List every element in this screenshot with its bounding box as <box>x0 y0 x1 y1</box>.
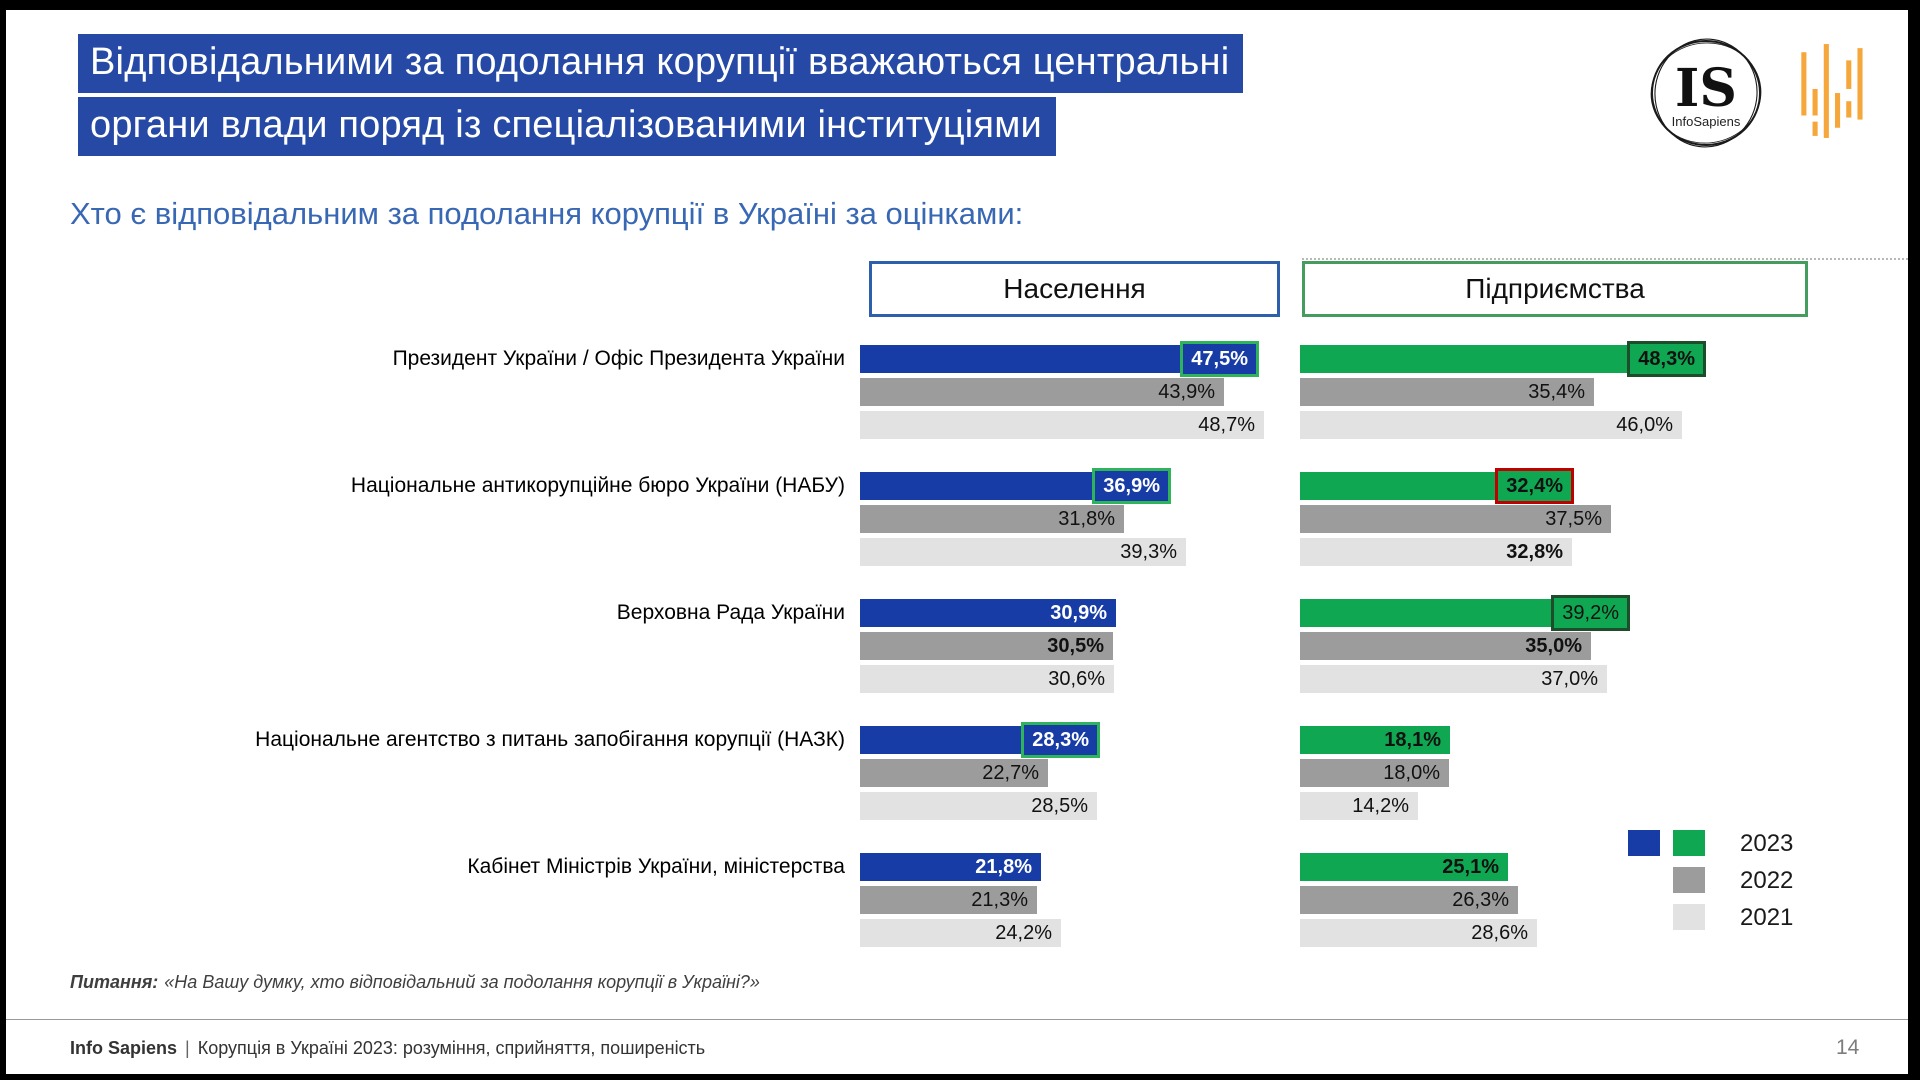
title-line-2: органи влади поряд із спеціалізованими і… <box>78 96 1056 156</box>
bar-value-label: 39,2% <box>1551 595 1630 631</box>
bar-value-label: 18,0% <box>1383 761 1440 784</box>
category-label: Верховна Рада України <box>616 601 845 624</box>
bar-naselennia-2021: 28,5% <box>860 792 1097 820</box>
bar-value-label: 26,3% <box>1452 888 1509 911</box>
bar-value-label: 35,0% <box>1525 634 1582 657</box>
bar-value-label: 30,9% <box>1050 601 1107 624</box>
bar-naselennia-2021: 24,2% <box>860 919 1061 947</box>
bar-value-label: 28,3% <box>1021 722 1100 758</box>
bar-pidpryiemstva-2023: 39,2% <box>1300 595 1630 631</box>
bar-pidpryiemstva-2021: 28,6% <box>1300 919 1537 947</box>
bar-naselennia-2023: 47,5% <box>860 341 1259 377</box>
footnote-label: Питання: <box>70 972 159 992</box>
bar-pidpryiemstva-2022: 35,0% <box>1300 632 1591 660</box>
wave-bars-icon <box>1800 42 1870 140</box>
frame-bottom <box>0 1074 1920 1080</box>
legend-swatch-2022 <box>1673 867 1705 893</box>
bar-value-label: 32,4% <box>1495 468 1574 504</box>
bar-naselennia-2021: 30,6% <box>860 665 1114 693</box>
bar-naselennia-2022: 43,9% <box>860 378 1224 406</box>
footer-divider <box>6 1019 1908 1020</box>
bar-value-label: 31,8% <box>1058 507 1115 530</box>
legend-swatch-2023 <box>1673 830 1705 856</box>
bar-naselennia-2023: 36,9% <box>860 468 1171 504</box>
bar-value-label: 43,9% <box>1158 380 1215 403</box>
bar-value-label: 47,5% <box>1180 341 1259 377</box>
bar-value-label: 30,6% <box>1048 667 1105 690</box>
bar-value-label: 37,0% <box>1541 667 1598 690</box>
bar-value-label: 21,3% <box>971 888 1028 911</box>
bar-value-label: 48,7% <box>1198 413 1255 436</box>
legend-swatch-2021 <box>1673 904 1705 930</box>
bar-value-label: 14,2% <box>1352 794 1409 817</box>
bar-pidpryiemstva-2022: 26,3% <box>1300 886 1518 914</box>
bar-value-label: 48,3% <box>1627 341 1706 377</box>
dotted-guide-line <box>1302 258 1908 260</box>
bar-naselennia-2022: 22,7% <box>860 759 1048 787</box>
bar-naselennia-2022: 21,3% <box>860 886 1037 914</box>
frame-top <box>0 0 1920 10</box>
bar-value-label: 35,4% <box>1528 380 1585 403</box>
bar-pidpryiemstva-2021: 14,2% <box>1300 792 1418 820</box>
bar-pidpryiemstva-2023: 18,1% <box>1300 726 1450 754</box>
bar-naselennia-2022: 31,8% <box>860 505 1124 533</box>
bar-pidpryiemstva-2022: 18,0% <box>1300 759 1449 787</box>
bar-value-label: 28,5% <box>1031 794 1088 817</box>
infosapiens-logo-icon: IS InfoSapiens <box>1648 34 1764 152</box>
bar-value-label: 37,5% <box>1545 507 1602 530</box>
slide-title: Відповідальними за подолання корупції вв… <box>78 34 1244 160</box>
bar-pidpryiemstva-2022: 37,5% <box>1300 505 1611 533</box>
bar-value-label: 46,0% <box>1616 413 1673 436</box>
footnote-text: «На Вашу думку, хто відповідальний за по… <box>164 972 760 992</box>
bar-pidpryiemstva-2021: 32,8% <box>1300 538 1572 566</box>
category-label: Кабінет Міністрів України, міністерства <box>467 855 845 878</box>
logo-monogram: IS <box>1675 58 1737 119</box>
title-line-1: Відповідальними за подолання корупції вв… <box>78 34 1244 93</box>
bar-naselennia-2023: 21,8% <box>860 853 1041 881</box>
bar-naselennia-2021: 48,7% <box>860 411 1264 439</box>
legend-label-2022: 2022 <box>1740 867 1794 894</box>
frame-right <box>1908 0 1920 1080</box>
bar-value-label: 22,7% <box>982 761 1039 784</box>
frame-left <box>0 0 6 1080</box>
footer-text: Корупція в Україні 2023: розуміння, спри… <box>197 1038 706 1058</box>
page-number: 14 <box>1836 1036 1860 1059</box>
bar-naselennia-2023: 28,3% <box>860 722 1100 758</box>
bar-value-label: 30,5% <box>1047 634 1104 657</box>
bar-value-label: 21,8% <box>975 855 1032 878</box>
bar-value-label: 25,1% <box>1442 855 1499 878</box>
group-header-naselennia: Населення <box>869 261 1280 317</box>
bar-naselennia-2021: 39,3% <box>860 538 1186 566</box>
category-label: Президент України / Офіс Президента Укра… <box>392 347 845 370</box>
group-header-pidpryiemstva: Підприємства <box>1302 261 1808 317</box>
bar-value-label: 24,2% <box>995 921 1052 944</box>
legend-swatch-2023 <box>1628 830 1660 856</box>
bar-naselennia-2022: 30,5% <box>860 632 1113 660</box>
bar-value-label: 36,9% <box>1092 468 1171 504</box>
footer-brand: Info Sapiens <box>70 1038 178 1058</box>
bar-value-label: 32,8% <box>1506 540 1563 563</box>
legend-label-2021: 2021 <box>1740 904 1794 931</box>
chart-subtitle: Хто є відповідальним за подолання корупц… <box>70 196 1024 231</box>
bar-pidpryiemstva-2022: 35,4% <box>1300 378 1594 406</box>
category-label: Національне антикорупційне бюро України … <box>350 474 845 497</box>
category-label: Національне агентство з питань запобіган… <box>255 728 845 751</box>
question-footnote: Питання: «На Вашу думку, хто відповідальн… <box>70 972 760 993</box>
bar-value-label: 39,3% <box>1120 540 1177 563</box>
bar-pidpryiemstva-2023: 32,4% <box>1300 468 1574 504</box>
bar-naselennia-2023: 30,9% <box>860 599 1116 627</box>
bar-pidpryiemstva-2021: 46,0% <box>1300 411 1682 439</box>
bar-value-label: 28,6% <box>1471 921 1528 944</box>
bar-pidpryiemstva-2023: 48,3% <box>1300 341 1706 377</box>
footer: Info Sapiens | Корупція в Україні 2023: ро… <box>70 1038 705 1059</box>
bar-pidpryiemstva-2023: 25,1% <box>1300 853 1508 881</box>
bar-pidpryiemstva-2021: 37,0% <box>1300 665 1607 693</box>
legend-label-2023: 2023 <box>1740 830 1794 857</box>
bar-value-label: 18,1% <box>1384 728 1441 751</box>
logo-name: InfoSapiens <box>1672 114 1741 129</box>
footer-separator: | <box>185 1038 190 1058</box>
